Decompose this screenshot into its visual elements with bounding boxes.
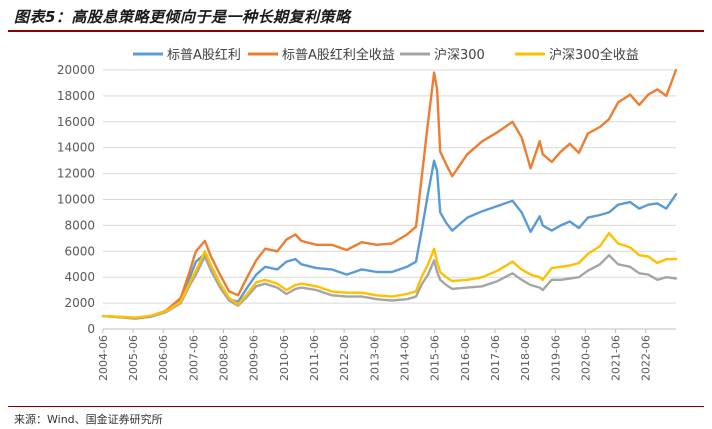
x-tick-label: 2006-06 (157, 335, 170, 381)
source-note: 来源：Wind、国金证券研究所 (14, 413, 163, 426)
x-axis: 2004-06 2005-06 2006-06 2007-06 2008-06 2009-… (97, 328, 676, 381)
x-tick-label: 2010-06 (278, 335, 291, 381)
series-line (101, 253, 678, 320)
x-tick-label: 2017-06 (489, 335, 502, 381)
x-tick-label: 2013-06 (368, 335, 381, 381)
legend-label: 标普A股红利 (167, 47, 241, 63)
legend: 标普A股红利 标普A股红利全收益 沪深300 沪深300全收益 (133, 47, 639, 63)
y-tick-label: 18000 (57, 89, 95, 103)
x-tick-label: 2011-06 (308, 335, 321, 381)
x-tick-label: 2012-06 (338, 335, 351, 381)
y-tick-label: 16000 (57, 115, 95, 129)
x-tick-label: 2007-06 (187, 335, 200, 381)
y-tick-label: 0 (87, 322, 95, 336)
y-tick-label: 8000 (64, 218, 95, 232)
y-tick-label: 10000 (57, 193, 95, 207)
grid-lines (103, 69, 676, 304)
series-line (101, 68, 678, 320)
series-line (101, 231, 678, 319)
legend-label: 沪深300全收益 (549, 47, 639, 63)
x-tick-label: 2018-06 (519, 335, 532, 381)
line-chart: 0 2000 4000 6000 8000 10000 12000 14000 16000 180… (57, 47, 678, 381)
footer-divider (8, 406, 704, 407)
legend-label: 沪深300 (434, 47, 485, 63)
y-tick-label: 6000 (64, 244, 95, 258)
legend-label: 标普A股红利全收益 (282, 47, 395, 63)
x-tick-label: 2016-06 (459, 335, 472, 381)
x-tick-label: 2009-06 (248, 335, 261, 381)
x-tick-label: 2015-06 (429, 335, 442, 381)
y-tick-label: 20000 (57, 63, 95, 77)
y-axis: 0 2000 4000 6000 8000 10000 12000 14000 16000 180… (57, 63, 95, 336)
series-lines (101, 68, 678, 320)
title-divider (8, 30, 704, 32)
y-tick-label: 2000 (64, 296, 95, 310)
series-line (101, 159, 678, 320)
x-tick-label: 2022-06 (640, 335, 653, 381)
x-tick-label: 2021-06 (610, 335, 623, 381)
y-tick-label: 14000 (57, 141, 95, 155)
x-tick-label: 2005-06 (127, 335, 140, 381)
x-tick-label: 2019-06 (549, 335, 562, 381)
chart-title: 图表5：高股息策略更倾向于是一种长期复利策略 (14, 8, 351, 26)
y-tick-label: 4000 (64, 270, 95, 284)
x-tick-label: 2020-06 (579, 335, 592, 381)
x-tick-label: 2014-06 (398, 335, 411, 381)
x-tick-label: 2004-06 (97, 335, 110, 381)
x-tick-label: 2008-06 (218, 335, 231, 381)
y-tick-label: 12000 (57, 167, 95, 181)
